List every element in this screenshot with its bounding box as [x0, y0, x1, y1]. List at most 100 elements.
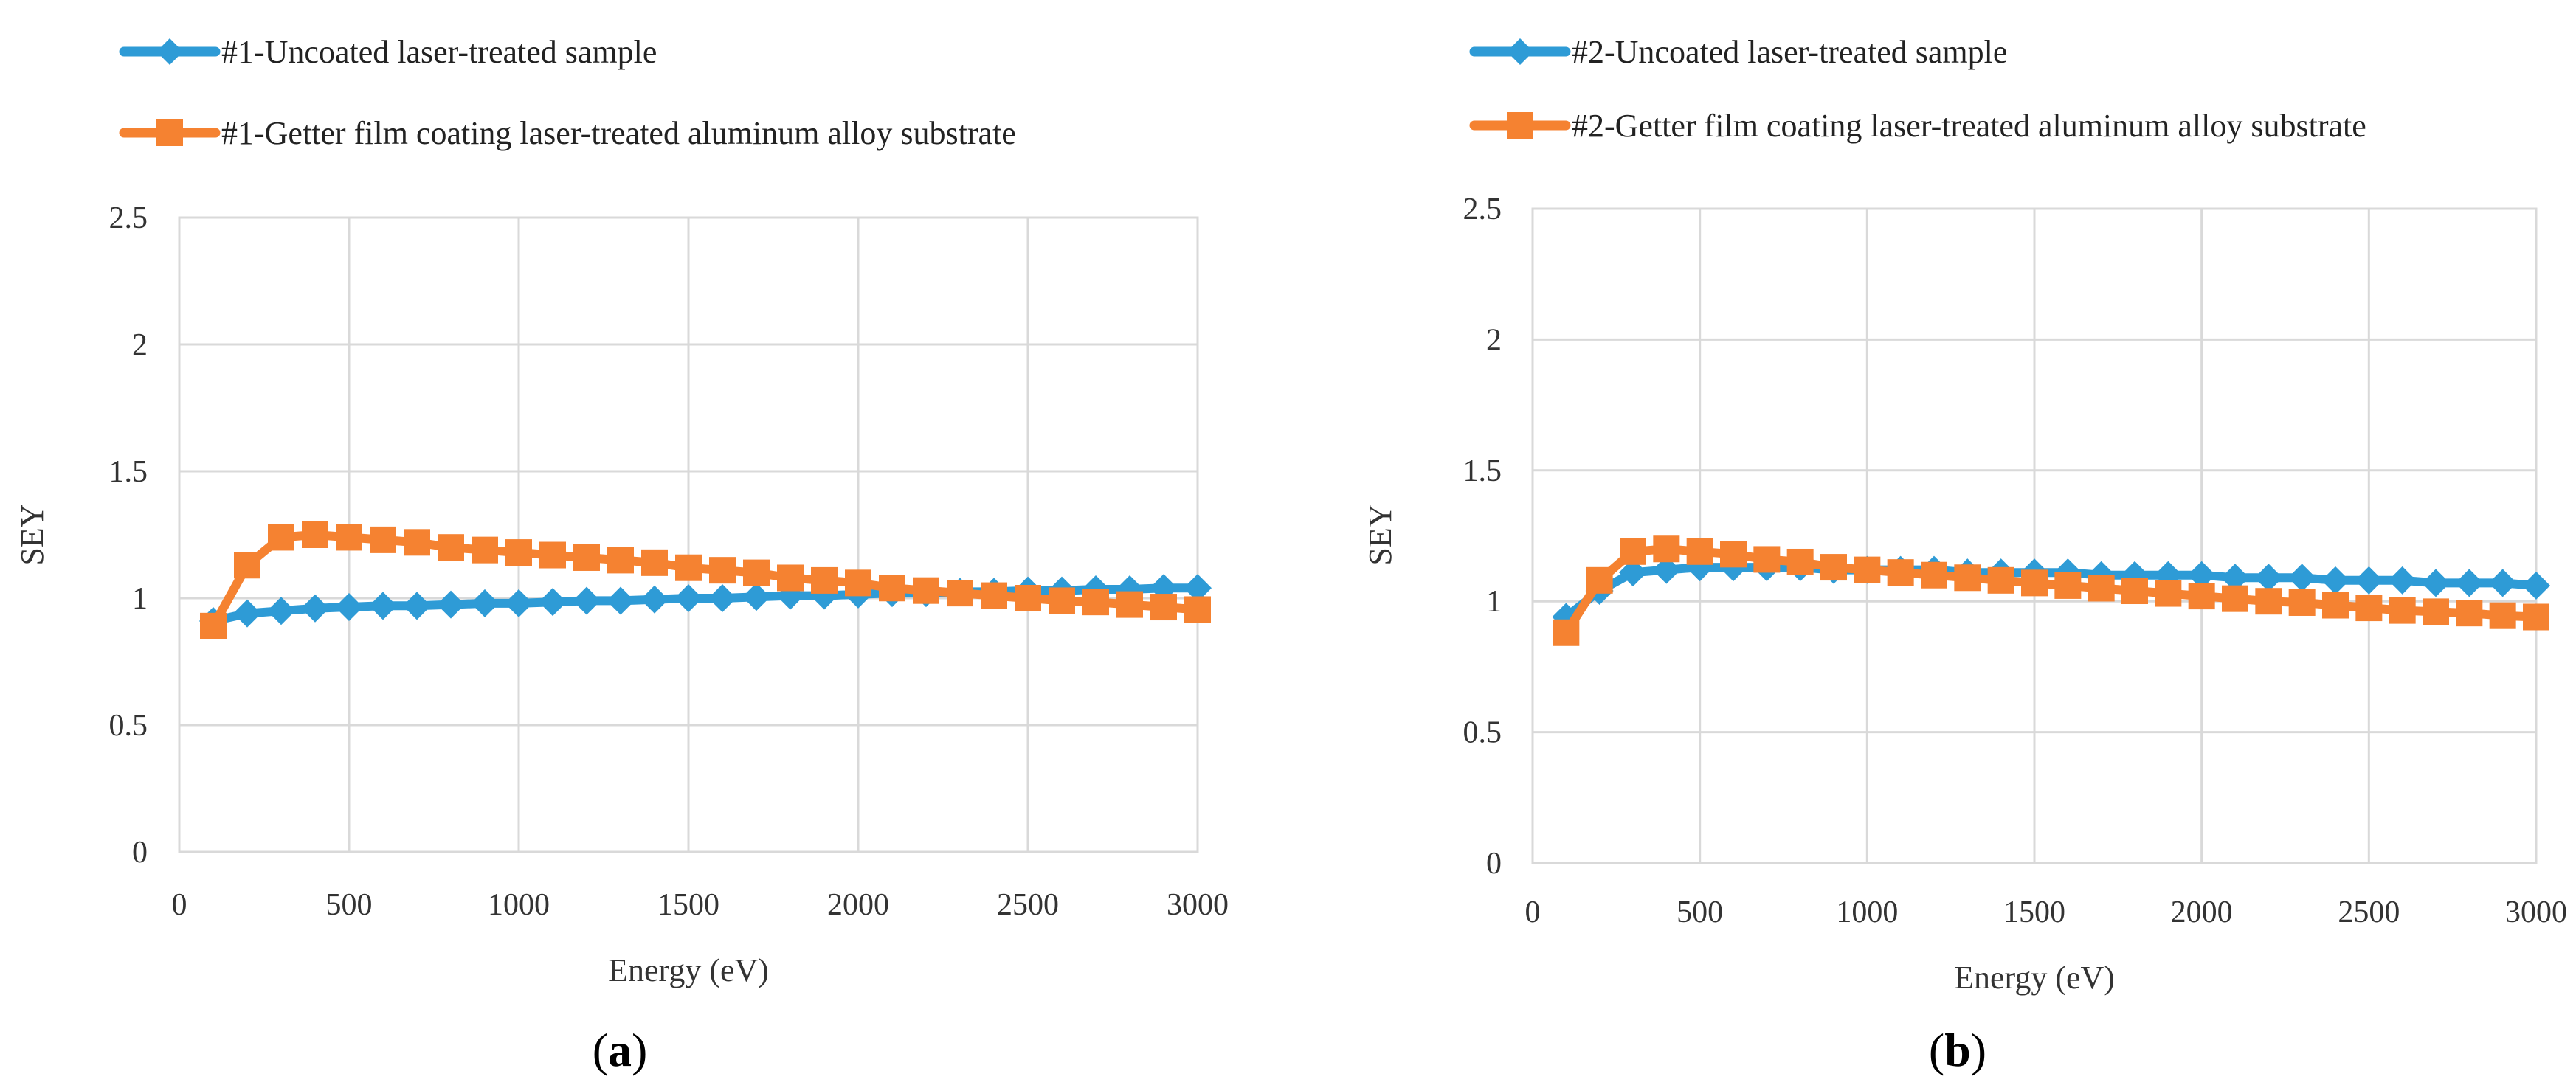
data-point-diamond: [301, 594, 329, 623]
data-point-diamond: [2221, 564, 2249, 592]
data-point-diamond: [2388, 566, 2417, 595]
y-tick-labels: 0 0.5 1 1.5 2 2.5: [109, 201, 148, 870]
data-point-square: [2088, 575, 2115, 602]
y-tick-labels: 0 0.5 1 1.5 2 2.5: [1463, 193, 1502, 881]
data-point-square: [539, 541, 566, 569]
y-tick-label: 2.5: [1463, 193, 1502, 226]
data-point-square: [2222, 585, 2248, 612]
data-point-diamond: [2355, 566, 2383, 595]
x-tick-labels: 0 500 1000 1500 2000 2500 3000: [172, 888, 1229, 922]
x-tick-label: 0: [1525, 895, 1541, 929]
y-tick-label: 0: [1486, 847, 1502, 881]
data-point-square: [2021, 569, 2048, 597]
data-point-square: [2255, 588, 2282, 615]
data-point-diamond: [2455, 569, 2484, 597]
data-point-diamond: [2488, 569, 2517, 597]
y-tick-label: 1: [132, 582, 148, 616]
data-point-square: [1620, 538, 1646, 565]
data-point-diamond: [2321, 566, 2349, 595]
legend: #2-Uncoated laser-treated sample #2-Gett…: [1469, 34, 2366, 144]
data-point-square: [1921, 561, 1947, 589]
y-tick-label: 1: [1486, 585, 1502, 619]
data-point-square: [1653, 535, 1680, 563]
x-tick-label: 2500: [997, 888, 1059, 922]
data-point-diamond: [539, 588, 567, 617]
data-point-diamond: [2187, 561, 2216, 589]
legend: #1-Uncoated laser-treated sample #1-Gett…: [119, 34, 1016, 151]
data-point-square: [268, 524, 294, 551]
data-point-square: [404, 529, 430, 556]
panel-label-b: (b): [1929, 1024, 1986, 1076]
series-getter-coated: [200, 521, 1211, 639]
data-point-square: [2489, 602, 2516, 629]
data-point-square: [2456, 600, 2483, 627]
legend-label-getter: #2-Getter film coating laser-treated alu…: [1572, 108, 2366, 144]
legend-marker-diamond: [156, 38, 183, 65]
data-point-square: [200, 612, 227, 639]
data-point-square: [2389, 597, 2416, 624]
data-point-square: [947, 580, 973, 607]
data-point-diamond: [1652, 555, 1681, 584]
x-tick-label: 1000: [1836, 895, 1898, 929]
legend-entry-uncoated: #1-Uncoated laser-treated sample: [119, 34, 657, 70]
legend-label-getter: #1-Getter film coating laser-treated alu…: [221, 115, 1016, 151]
legend-entry-getter: #1-Getter film coating laser-treated alu…: [119, 115, 1016, 151]
data-point-square: [811, 566, 838, 594]
x-tick-labels: 0 500 1000 1500 2000 2500 3000: [1525, 895, 2568, 929]
y-tick-label: 2: [1486, 323, 1502, 357]
gridlines: [1531, 207, 2538, 864]
x-tick-label: 1500: [2003, 895, 2065, 929]
data-point-square: [981, 582, 1007, 609]
data-point-square: [1753, 546, 1781, 573]
data-point-diamond: [403, 592, 431, 620]
data-point-square: [2355, 595, 2383, 622]
data-point-diamond: [708, 584, 736, 612]
data-point-square: [1553, 619, 1580, 646]
y-tick-label: 1.5: [1463, 454, 1502, 488]
data-point-square: [1820, 554, 1847, 581]
y-tick-label: 0: [132, 836, 148, 870]
data-point-diamond: [2522, 571, 2550, 600]
legend-marker-square: [1507, 112, 1533, 139]
data-point-square: [1854, 556, 1881, 583]
data-point-diamond: [471, 589, 499, 617]
data-point-diamond: [2422, 569, 2450, 597]
data-point-diamond: [267, 597, 295, 625]
data-point-square: [1116, 591, 1143, 618]
data-point-square: [1887, 559, 1914, 586]
data-point-diamond: [2254, 564, 2283, 592]
data-point-diamond: [505, 589, 533, 617]
data-point-square: [438, 534, 464, 561]
y-axis-title: SEY: [14, 504, 50, 565]
data-point-square: [302, 521, 328, 548]
data-point-diamond: [369, 592, 397, 620]
x-tick-label: 1000: [488, 888, 550, 922]
data-point-square: [879, 575, 905, 602]
legend-entry-getter: #2-Getter film coating laser-treated alu…: [1469, 108, 2366, 144]
data-point-square: [2423, 598, 2449, 625]
data-point-square: [1049, 587, 1075, 614]
legend-marker-square: [156, 119, 183, 146]
data-point-square: [2322, 592, 2349, 619]
x-axis-title: Energy (eV): [1954, 960, 2115, 996]
data-point-square: [607, 547, 634, 574]
x-tick-label: 3000: [1167, 888, 1229, 922]
data-point-diamond: [437, 590, 465, 619]
data-point-square: [1987, 566, 2014, 594]
x-tick-label: 500: [1677, 895, 1723, 929]
data-point-square: [1082, 589, 1109, 616]
data-point-square: [641, 549, 668, 576]
data-point-square: [234, 552, 260, 579]
series-layer: [1552, 535, 2550, 646]
chart-panel-a: 0 0.5 1 1.5 2 2.5 0 500 1000 1500 2000 2500 3000 SE…: [14, 34, 1229, 1076]
y-tick-label: 0.5: [1463, 716, 1502, 750]
data-point-square: [1150, 594, 1177, 621]
data-point-square: [2155, 580, 2182, 607]
legend-label-uncoated: #1-Uncoated laser-treated sample: [221, 34, 657, 70]
data-point-diamond: [2287, 564, 2316, 592]
data-point-square: [845, 569, 871, 597]
data-point-square: [573, 544, 600, 571]
y-tick-label: 1.5: [109, 455, 148, 489]
data-point-diamond: [1184, 574, 1212, 603]
data-point-square: [336, 524, 362, 551]
